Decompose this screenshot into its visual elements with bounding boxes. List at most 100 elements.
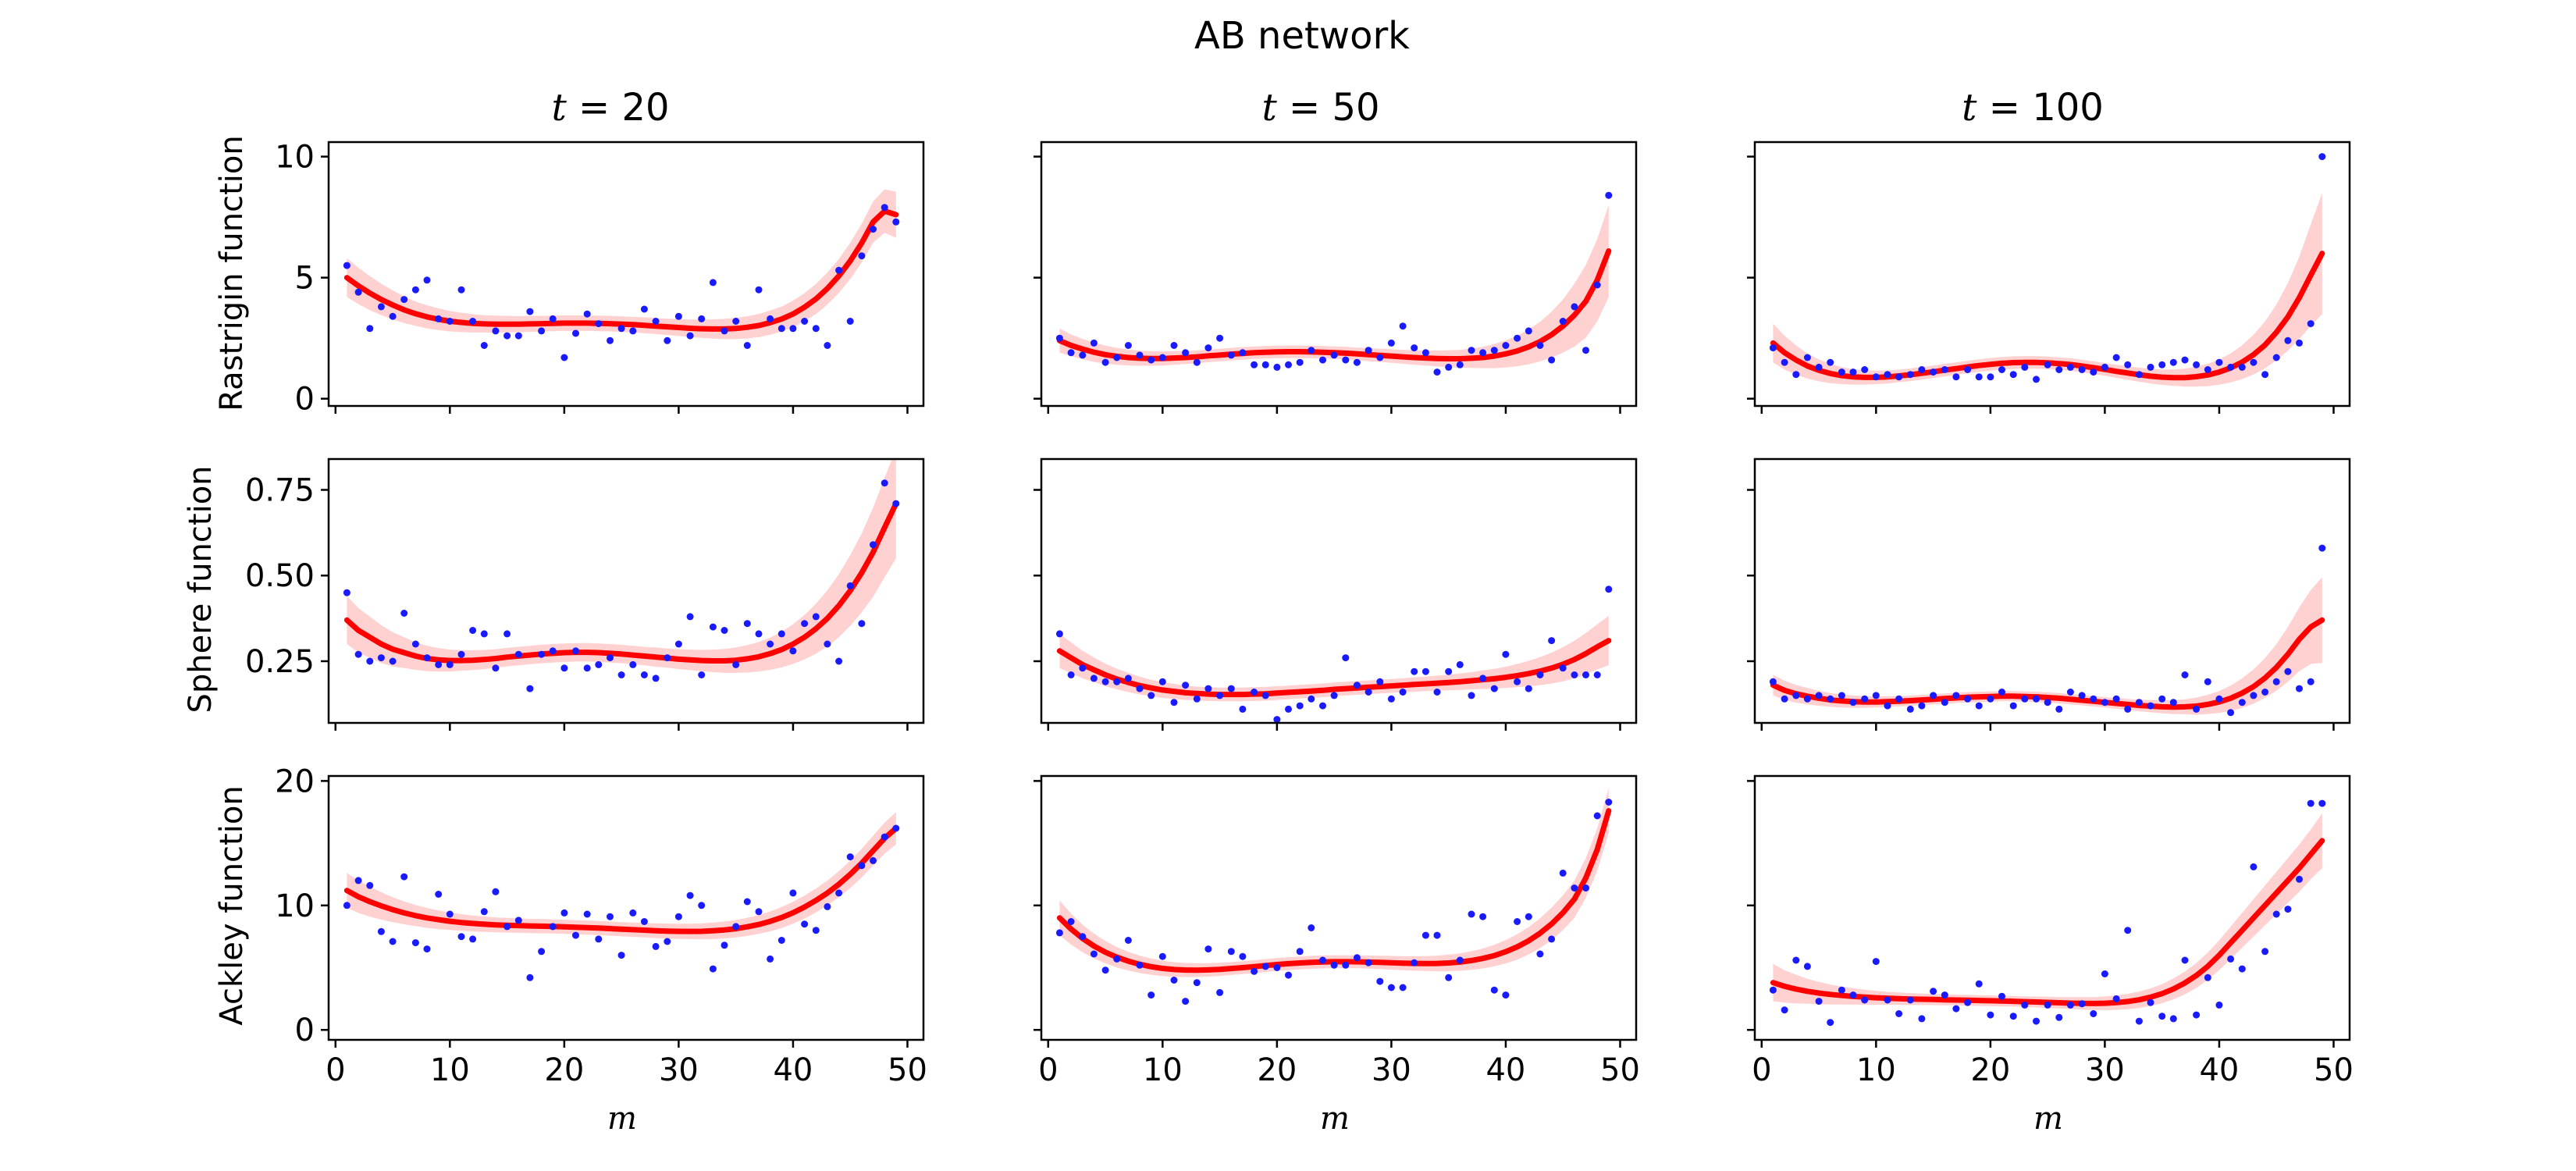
data-point bbox=[812, 927, 820, 934]
data-point bbox=[480, 908, 488, 916]
data-point bbox=[1158, 678, 1166, 685]
data-point bbox=[1490, 685, 1498, 692]
data-point bbox=[1525, 913, 1532, 920]
data-point bbox=[1411, 344, 1418, 352]
data-point bbox=[1090, 339, 1098, 347]
data-point bbox=[1548, 935, 1556, 943]
data-point bbox=[1147, 692, 1155, 699]
data-point bbox=[1251, 361, 1258, 368]
confidence-band bbox=[1773, 193, 2322, 387]
data-point bbox=[2090, 695, 2097, 703]
data-point bbox=[1055, 929, 1063, 937]
data-point bbox=[686, 613, 694, 621]
data-point bbox=[1433, 368, 1441, 376]
data-point bbox=[1170, 977, 1178, 984]
data-point bbox=[629, 909, 637, 917]
data-point bbox=[2181, 671, 2189, 678]
data-point bbox=[858, 620, 866, 628]
data-point bbox=[1193, 979, 1201, 987]
data-point bbox=[732, 660, 740, 668]
data-point bbox=[1113, 678, 1121, 685]
data-point bbox=[824, 640, 831, 648]
data-point bbox=[1849, 368, 1857, 376]
data-point bbox=[1861, 695, 1869, 703]
y-tick-label: 0 bbox=[295, 382, 315, 418]
data-point bbox=[1930, 988, 1937, 995]
data-point bbox=[617, 952, 625, 959]
plot-area bbox=[343, 459, 900, 692]
data-point bbox=[1055, 334, 1063, 342]
data-point bbox=[617, 671, 625, 678]
data-point bbox=[1803, 354, 1811, 361]
data-point bbox=[469, 627, 477, 634]
panel-r0-c2 bbox=[1747, 141, 2351, 414]
data-point bbox=[503, 630, 511, 638]
data-point bbox=[1308, 924, 1315, 931]
data-point bbox=[1055, 630, 1063, 638]
data-point bbox=[709, 279, 717, 287]
data-point bbox=[1421, 667, 1429, 675]
data-point bbox=[1559, 318, 1567, 325]
data-point bbox=[881, 833, 888, 841]
data-point bbox=[1525, 685, 1532, 692]
data-point bbox=[1456, 956, 1464, 964]
data-point bbox=[2250, 692, 2258, 699]
data-point bbox=[1964, 695, 1972, 703]
axes-frame bbox=[327, 141, 925, 408]
data-point bbox=[1227, 351, 1235, 359]
data-point bbox=[1193, 358, 1201, 366]
data-point bbox=[1941, 366, 1948, 373]
data-point bbox=[1479, 349, 1487, 357]
fit-line bbox=[343, 825, 899, 934]
data-point bbox=[1353, 358, 1361, 366]
data-point bbox=[1827, 358, 1834, 366]
data-point bbox=[2124, 927, 2132, 934]
data-point bbox=[1536, 950, 1544, 958]
data-point bbox=[835, 657, 843, 665]
panel-r1-c0: 0.25 0.50 0.75 bbox=[245, 457, 925, 731]
data-point bbox=[2250, 358, 2258, 366]
panels: 0 5 10 0.25 0.50 0.75 0 10 20 30 40 50 0 10 20 0 10 20 30 4… bbox=[245, 140, 2354, 1088]
data-point bbox=[1124, 674, 1132, 682]
data-point bbox=[1101, 966, 1109, 974]
data-point bbox=[1067, 349, 1075, 357]
axes-frame bbox=[1753, 774, 2351, 1041]
data-point bbox=[2261, 948, 2269, 956]
data-point bbox=[1170, 699, 1178, 707]
plot-area bbox=[343, 812, 900, 981]
data-point bbox=[812, 613, 820, 621]
y-tick-label: 0.25 bbox=[245, 644, 315, 680]
plot-area bbox=[1055, 191, 1613, 376]
data-point bbox=[1227, 685, 1235, 692]
data-point bbox=[2124, 361, 2132, 368]
data-point bbox=[1849, 699, 1857, 707]
data-point bbox=[1193, 695, 1201, 703]
panel-r2-c0: 0 10 20 30 40 50 0 10 20 bbox=[275, 763, 927, 1088]
data-point bbox=[435, 315, 443, 322]
axes-frame bbox=[1040, 774, 1638, 1041]
data-point bbox=[777, 325, 785, 333]
data-point bbox=[2227, 363, 2235, 371]
data-point bbox=[1930, 368, 1937, 376]
data-point bbox=[400, 296, 408, 304]
data-point bbox=[1593, 281, 1601, 289]
panel-r1-c1 bbox=[1034, 457, 1638, 731]
data-point bbox=[1136, 685, 1144, 692]
data-point bbox=[1861, 996, 1869, 1004]
data-point bbox=[652, 318, 660, 325]
data-point bbox=[400, 873, 408, 881]
data-point bbox=[1330, 961, 1338, 969]
data-point bbox=[1803, 963, 1811, 970]
data-point bbox=[560, 909, 568, 917]
data-point bbox=[1941, 699, 1948, 707]
axes-frame bbox=[1753, 141, 2351, 408]
data-point bbox=[560, 664, 568, 672]
data-point bbox=[2090, 1010, 2097, 1017]
data-point bbox=[1330, 692, 1338, 699]
data-point bbox=[2215, 1001, 2223, 1009]
data-point bbox=[2261, 371, 2269, 379]
data-point bbox=[2009, 1013, 2017, 1020]
data-point bbox=[1251, 967, 1258, 975]
plot-area bbox=[343, 189, 900, 361]
data-point bbox=[366, 657, 374, 665]
